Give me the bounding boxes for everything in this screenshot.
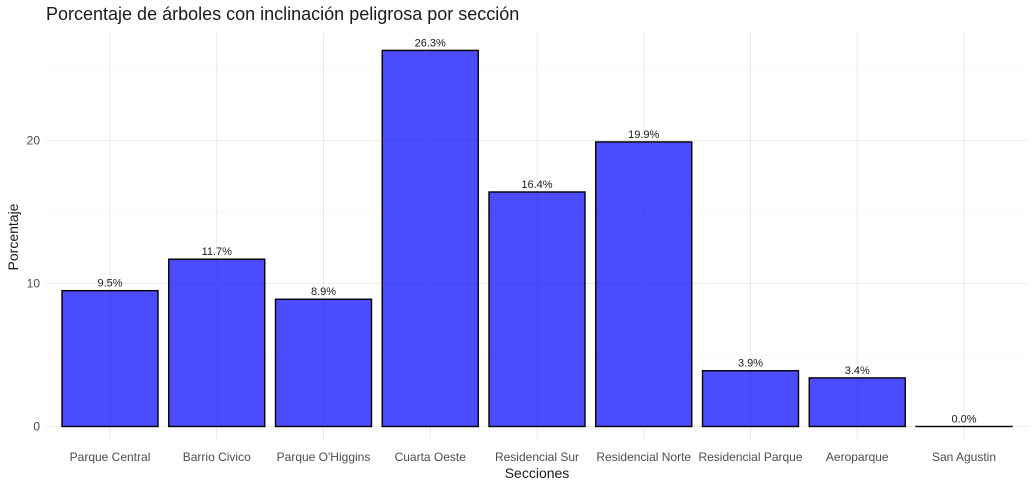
bar — [701, 370, 800, 428]
bar-value-label: 3.9% — [738, 358, 763, 370]
x-tick-label: Parque Central — [70, 450, 151, 464]
bar — [61, 289, 159, 428]
x-tick-label: Residencial Parque — [698, 450, 802, 464]
data-labels: 9.5% 11.7% 8.9% 26.3% 16.4% 19.9% 3.9% 3.4% 0.0% — [97, 37, 976, 425]
x-axis-label: Secciones — [505, 465, 570, 481]
y-tick-label: 20 — [27, 134, 41, 148]
bar-value-label: 26.3% — [415, 37, 446, 49]
bar-value-label: 16.4% — [521, 179, 552, 191]
bar — [274, 298, 373, 428]
x-tick-label: Cuarta Oeste — [395, 450, 467, 464]
bar-value-label: 3.4% — [845, 365, 870, 377]
x-tick-label: Residencial Norte — [596, 450, 691, 464]
x-tick-label: Residencial Sur — [495, 450, 579, 464]
bar-value-label: 9.5% — [97, 278, 122, 290]
bar — [381, 49, 479, 428]
bar — [168, 258, 266, 428]
axis-ticks: 0 10 20 Parque Central Barrio Civico Parque O… — [27, 134, 996, 465]
x-tick-label: San Agustin — [932, 450, 996, 464]
bars — [61, 49, 1013, 428]
bar-value-label: 8.9% — [311, 286, 336, 298]
chart-title: Porcentaje de árboles con inclinación pe… — [46, 4, 520, 24]
bar — [595, 141, 693, 428]
x-tick-label: Barrio Civico — [183, 450, 251, 464]
x-tick-label: Parque O'Higgins — [277, 450, 371, 464]
y-axis-label: Porcentaje — [5, 203, 21, 270]
x-tick-label: Aeroparque — [826, 450, 889, 464]
bar-value-label: 0.0% — [951, 414, 976, 426]
bar — [488, 191, 586, 428]
y-tick-label: 0 — [33, 420, 40, 434]
y-tick-label: 10 — [27, 277, 41, 291]
bar-value-label: 19.9% — [628, 129, 659, 141]
bar — [808, 377, 906, 428]
bar-value-label: 11.7% — [202, 246, 233, 258]
